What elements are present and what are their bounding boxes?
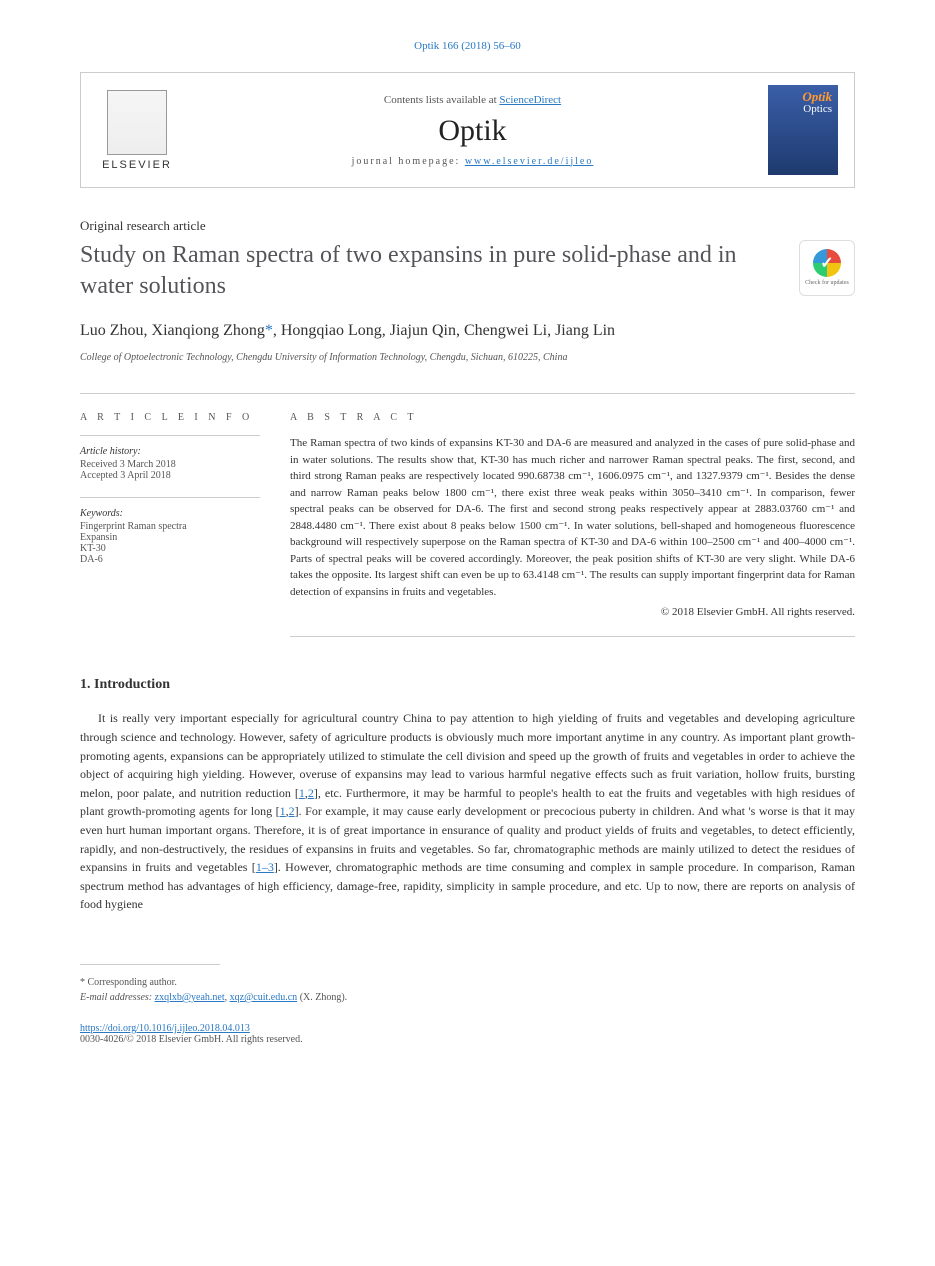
affiliation: College of Optoelectronic Technology, Ch… xyxy=(80,352,855,363)
email-author: (X. Zhong). xyxy=(297,992,347,1003)
authors-post: , Hongqiao Long, Jiajun Qin, Chengwei Li… xyxy=(273,322,615,339)
article-type: Original research article xyxy=(80,218,855,234)
abstract-text: The Raman spectra of two kinds of expans… xyxy=(290,435,855,600)
keyword: Expansin xyxy=(80,532,260,543)
elsevier-tree-icon xyxy=(107,90,167,155)
crossmark-icon xyxy=(813,249,841,277)
elsevier-logo: ELSEVIER xyxy=(97,85,177,175)
footer-separator xyxy=(80,964,220,973)
article-info: A R T I C L E I N F O Article history: R… xyxy=(80,412,260,637)
doi-block: https://doi.org/10.1016/j.ijleo.2018.04.… xyxy=(80,1023,855,1045)
corresponding-mark: * xyxy=(265,322,273,339)
keyword: Fingerprint Raman spectra xyxy=(80,521,260,532)
crossmark-label: Check for updates xyxy=(805,280,849,287)
issn-copyright: 0030-4026/© 2018 Elsevier GmbH. All righ… xyxy=(80,1034,855,1045)
email-label: E-mail addresses: xyxy=(80,992,155,1003)
homepage-prefix: journal homepage: xyxy=(352,156,465,167)
keywords-heading: Keywords: xyxy=(80,508,260,519)
history-heading: Article history: xyxy=(80,446,260,457)
publisher-name: ELSEVIER xyxy=(102,159,172,171)
intro-paragraph: It is really very important especially f… xyxy=(80,709,855,914)
journal-cover: Optik Optics xyxy=(768,85,838,175)
sciencedirect-link[interactable]: ScienceDirect xyxy=(499,94,561,106)
crossmark-badge[interactable]: Check for updates xyxy=(799,240,855,296)
email-link-2[interactable]: xqz@cuit.edu.cn xyxy=(230,992,298,1003)
cover-subtitle: Optics xyxy=(803,103,832,115)
contents-available: Contents lists available at ScienceDirec… xyxy=(177,94,768,106)
journal-name: Optik xyxy=(177,114,768,148)
abstract: A B S T R A C T The Raman spectra of two… xyxy=(290,412,855,637)
keyword: DA-6 xyxy=(80,554,260,565)
authors: Luo Zhou, Xianqiong Zhong*, Hongqiao Lon… xyxy=(80,322,855,340)
homepage-link[interactable]: www.elsevier.de/ijleo xyxy=(465,156,594,167)
ref-link-5[interactable]: 1–3 xyxy=(256,860,274,874)
journal-header: ELSEVIER Contents lists available at Sci… xyxy=(80,72,855,188)
info-abstract-row: A R T I C L E I N F O Article history: R… xyxy=(80,393,855,637)
homepage-line: journal homepage: www.elsevier.de/ijleo xyxy=(177,156,768,167)
email-link-1[interactable]: zxqlxb@yeah.net xyxy=(155,992,225,1003)
contents-prefix: Contents lists available at xyxy=(384,94,499,106)
received-line: Received 3 March 2018 xyxy=(80,459,260,470)
corresponding-note: * Corresponding author. xyxy=(80,977,855,988)
citation-line: Optik 166 (2018) 56–60 xyxy=(80,40,855,52)
doi-link[interactable]: https://doi.org/10.1016/j.ijleo.2018.04.… xyxy=(80,1023,250,1034)
header-center: Contents lists available at ScienceDirec… xyxy=(177,94,768,167)
article-title: Study on Raman spectra of two expansins … xyxy=(80,240,783,302)
keywords-block: Keywords: Fingerprint Raman spectra Expa… xyxy=(80,497,260,565)
history-block: Article history: Received 3 March 2018 A… xyxy=(80,435,260,481)
abstract-copyright: © 2018 Elsevier GmbH. All rights reserve… xyxy=(290,606,855,618)
authors-pre: Luo Zhou, Xianqiong Zhong xyxy=(80,322,265,339)
abstract-label: A B S T R A C T xyxy=(290,412,855,423)
intro-heading: 1. Introduction xyxy=(80,677,855,693)
accepted-line: Accepted 3 April 2018 xyxy=(80,470,260,481)
email-note: E-mail addresses: zxqlxb@yeah.net, xqz@c… xyxy=(80,992,855,1003)
title-row: Study on Raman spectra of two expansins … xyxy=(80,240,855,322)
keyword: KT-30 xyxy=(80,543,260,554)
info-label: A R T I C L E I N F O xyxy=(80,412,260,423)
